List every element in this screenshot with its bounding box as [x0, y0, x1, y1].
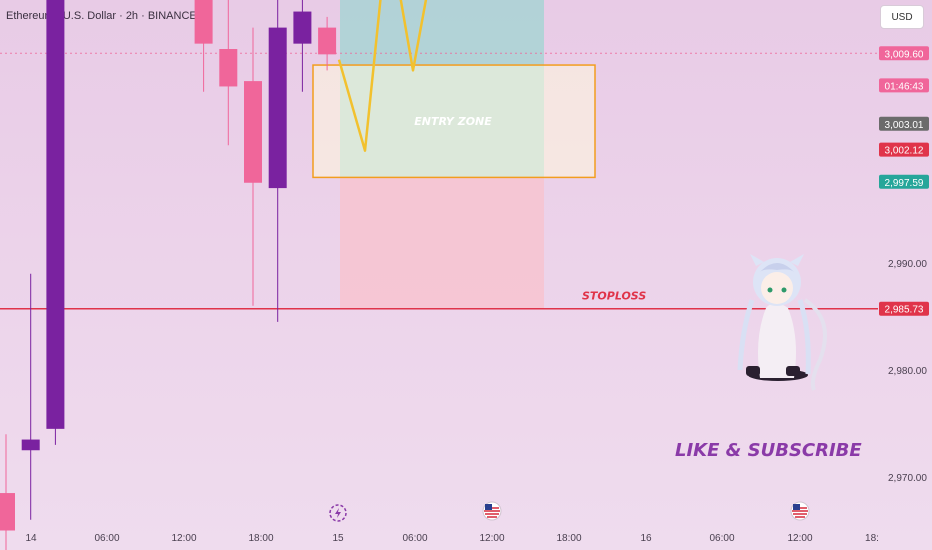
x-tick-label: 18:00 [248, 533, 273, 544]
y-tick-label: 2,990.00 [888, 259, 927, 270]
candle-body [268, 27, 287, 189]
price-tag-label: 3,003.01 [885, 120, 924, 131]
x-tick-label: 12:00 [787, 533, 812, 544]
x-tick-label: 06:00 [709, 533, 734, 544]
candle-body [293, 11, 312, 44]
x-tick-label: 15 [332, 533, 344, 544]
candle-body [219, 49, 238, 87]
x-axis[interactable]: 14 06:00 12:00 18:00 15 06:00 12:00 18:00 16 06:0… [25, 533, 879, 544]
price-tag: 3,002.12 [879, 142, 929, 157]
candle-body [194, 0, 213, 44]
y-tick-label: 2,970.00 [888, 473, 927, 484]
price-tag-label: 2,997.59 [885, 178, 924, 189]
price-tag: 2,997.59 [879, 174, 929, 189]
price-tag-label: 2,985.73 [885, 305, 924, 316]
y-axis[interactable]: 2,970.002,980.002,990.003,020.003,030.00… [888, 0, 927, 484]
loss-zone [340, 177, 544, 309]
candle-body [21, 439, 40, 451]
candle[interactable] [21, 273, 40, 520]
x-tick-label: 14 [25, 533, 37, 544]
candle[interactable] [244, 27, 262, 306]
candle-body [244, 81, 262, 183]
candle-body [46, 0, 65, 429]
chart-title: Ethereum / U.S. Dollar · 2h · BINANCE [6, 10, 197, 22]
price-tag: 3,009.60 [879, 46, 929, 61]
candle[interactable] [0, 434, 15, 550]
price-tags: 3,049.903,009.6001:46:433,003.013,002.12… [879, 46, 929, 316]
price-tag-bg [879, 78, 929, 93]
x-tick-label: 12:00 [479, 533, 504, 544]
price-tag-label: 3,002.12 [885, 146, 924, 157]
price-tag-label: 3,009.60 [885, 49, 924, 60]
price-tag: 2,985.73 [879, 301, 929, 316]
candle[interactable] [194, 0, 213, 92]
candle[interactable] [268, 0, 287, 322]
candle[interactable] [293, 0, 312, 92]
trade-zones [312, 0, 596, 309]
x-tick-label: 12:00 [171, 533, 196, 544]
entry-zone-label: ENTRY ZONE [414, 115, 492, 128]
entry-zone-box[interactable] [312, 64, 596, 179]
x-tick-label: 18:00 [556, 533, 581, 544]
x-tick-label: 18: [865, 533, 879, 544]
cta-text: LIKE & SUBSCRIBE [675, 440, 862, 461]
level-lines [0, 52, 878, 310]
y-tick-label: 2,980.00 [888, 366, 927, 377]
x-tick-label: 06:00 [94, 533, 119, 544]
currency-button[interactable]: USD [880, 5, 924, 29]
price-tag: 01:46:43 [879, 78, 929, 93]
candle[interactable] [219, 0, 238, 146]
us-flag-icon[interactable] [790, 501, 810, 521]
lightning-icon[interactable] [329, 504, 347, 522]
price-tag-label: 01:46:43 [885, 81, 924, 92]
price-tag-bg [879, 116, 929, 131]
character-illustration [737, 254, 827, 391]
x-tick-label: 06:00 [402, 533, 427, 544]
candles[interactable] [0, 0, 337, 550]
level-labels: TARGET 3TARGET 2TARGET 1STOPLOSSENTRY ZO… [414, 115, 646, 303]
price-tag-bg [879, 174, 929, 189]
stoploss-label: STOPLOSS [582, 290, 646, 303]
candle[interactable] [318, 16, 337, 71]
us-flag-icon[interactable] [482, 501, 502, 521]
projection-arrow [337, 0, 428, 152]
candle-body [318, 27, 337, 55]
price-tag-bg [879, 46, 929, 61]
arrow-path [337, 0, 428, 152]
x-tick-label: 16 [640, 533, 652, 544]
price-tag: 3,003.01 [879, 116, 929, 131]
price-tag-bg [879, 301, 929, 316]
price-tag-bg [879, 142, 929, 157]
candle[interactable] [46, 0, 65, 445]
candle-body [0, 493, 15, 531]
